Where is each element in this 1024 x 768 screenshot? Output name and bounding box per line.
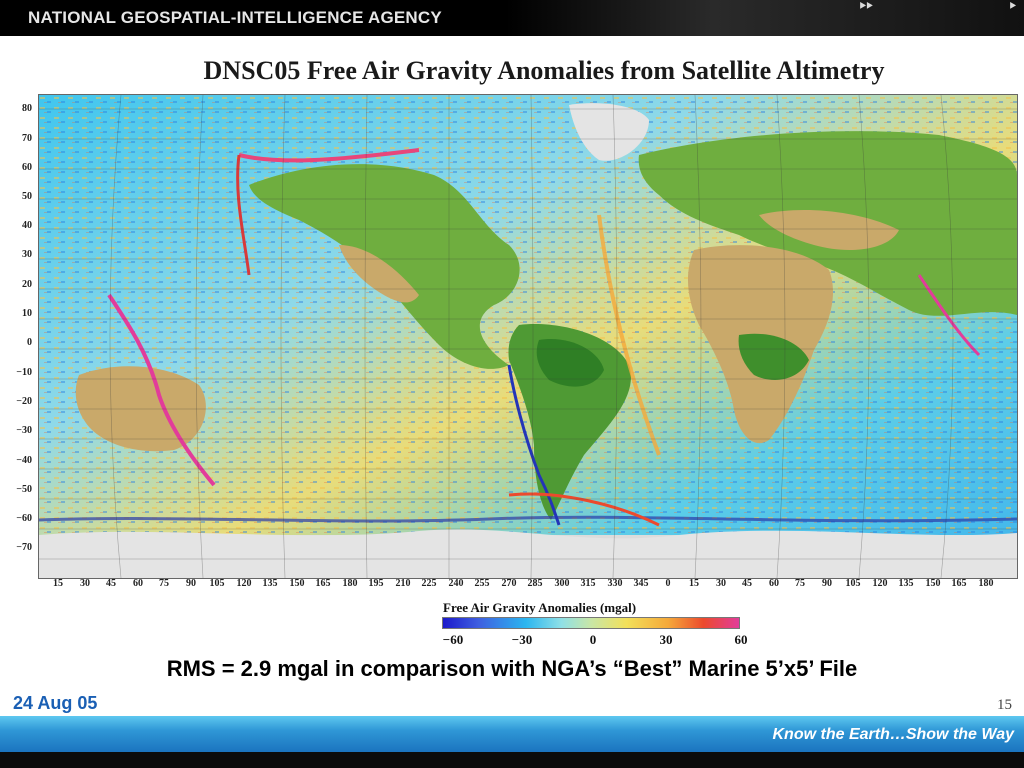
footer-bar: Know the Earth…Show the Way (0, 716, 1024, 752)
lon-label: 150 (925, 578, 941, 589)
lon-label: 255 (474, 578, 490, 589)
lat-label: −70 (16, 542, 32, 553)
lat-label: 10 (22, 308, 32, 319)
lat-label: −60 (16, 513, 32, 524)
lon-label: 210 (395, 578, 411, 589)
lat-label: 70 (22, 133, 32, 144)
legend-title: Free Air Gravity Anomalies (mgal) (443, 600, 637, 615)
lon-label: 105 (845, 578, 861, 589)
lon-label: 285 (527, 578, 543, 589)
agency-title: NATIONAL GEOSPATIAL-INTELLIGENCE AGENCY (28, 8, 442, 27)
lon-label: 315 (580, 578, 596, 589)
lat-label: 30 (22, 249, 32, 260)
map-title: DNSC05 Free Air Gravity Anomalies from S… (203, 56, 885, 85)
lat-label: −20 (16, 396, 32, 407)
arrow-icon[interactable]: ⯈ (1008, 1, 1017, 13)
lon-label: 60 (769, 578, 779, 589)
lon-label: 30 (716, 578, 726, 589)
lon-label: 90 (186, 578, 196, 589)
lon-label: 345 (633, 578, 649, 589)
lon-label: 225 (421, 578, 437, 589)
lon-label: 30 (80, 578, 90, 589)
tagline: Know the Earth…Show the Way (772, 726, 1015, 743)
lon-label: 105 (209, 578, 225, 589)
lon-label: 90 (822, 578, 832, 589)
lon-label: 75 (159, 578, 169, 589)
lon-label: 75 (795, 578, 805, 589)
legend-tick: −30 (511, 632, 533, 647)
legend-tick: 30 (659, 632, 673, 647)
lon-label: 165 (315, 578, 331, 589)
lon-label: 15 (689, 578, 699, 589)
lat-label: 60 (22, 162, 32, 173)
lon-label: 330 (607, 578, 623, 589)
lon-label: 120 (236, 578, 252, 589)
lat-label: 80 (22, 103, 32, 114)
lon-label: 300 (554, 578, 570, 589)
header-bar: NATIONAL GEOSPATIAL-INTELLIGENCE AGENCY … (0, 0, 1024, 36)
lon-label: 0 (665, 578, 671, 589)
lat-label: −10 (16, 367, 32, 378)
lat-label: 50 (22, 191, 32, 202)
lon-label: 15 (53, 578, 63, 589)
legend-tick: 60 (734, 632, 748, 647)
lon-label: 180 (342, 578, 358, 589)
lon-label: 150 (289, 578, 305, 589)
lon-label: 135 (898, 578, 914, 589)
lon-label: 270 (501, 578, 517, 589)
rms-caption: RMS = 2.9 mgal in comparison with NGA’s … (166, 656, 858, 681)
lon-label: 120 (872, 578, 888, 589)
slide-date: 24 Aug 05 (13, 693, 98, 713)
lon-label: 180 (978, 578, 994, 589)
footer-strip (0, 752, 1024, 768)
legend-tick: −60 (442, 632, 464, 647)
lon-label: 165 (951, 578, 967, 589)
page-number: 15 (997, 697, 1012, 713)
lon-label: 135 (262, 578, 278, 589)
lat-label: −30 (16, 425, 32, 436)
lon-label: 240 (448, 578, 464, 589)
header-decoration (505, 0, 1024, 36)
lat-label: −50 (16, 484, 32, 495)
lon-label: 45 (106, 578, 116, 589)
lon-label: 195 (368, 578, 384, 589)
lat-label: −40 (16, 455, 32, 466)
legend-color-bar (442, 617, 740, 629)
legend-tick: 0 (589, 632, 597, 647)
lat-label: 40 (22, 220, 32, 231)
lon-label: 45 (742, 578, 752, 589)
lat-label: 0 (27, 337, 32, 348)
gravity-anomaly-map (38, 94, 1018, 579)
lat-label: 20 (22, 279, 32, 290)
lon-label: 60 (133, 578, 143, 589)
double-arrow-icon[interactable]: ⯈⯈ (858, 1, 874, 13)
